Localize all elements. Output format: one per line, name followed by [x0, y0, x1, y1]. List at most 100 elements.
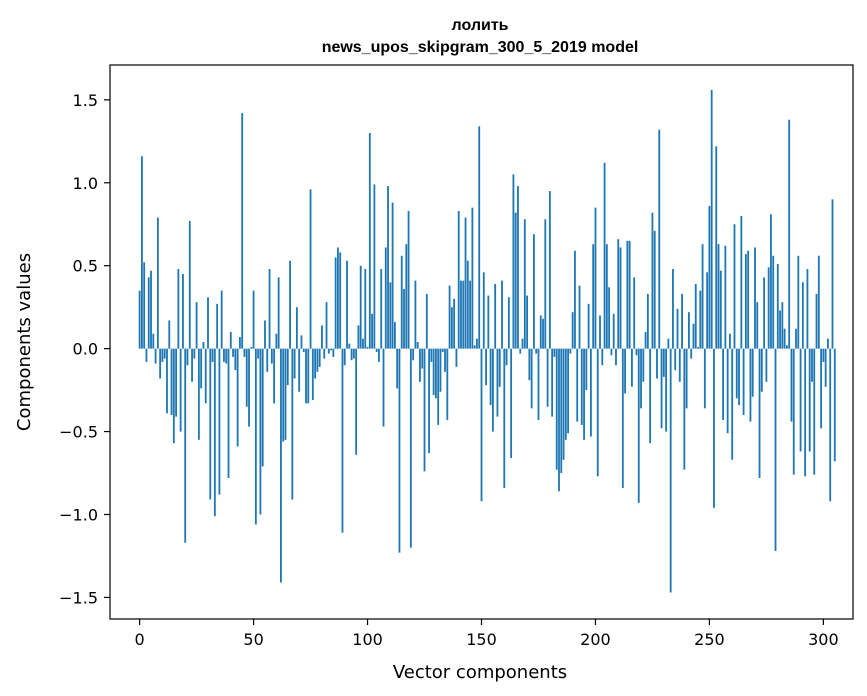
bar-173 [533, 234, 535, 349]
bar-139 [455, 348, 458, 367]
bar-268 [749, 348, 752, 422]
bar-198 [589, 348, 592, 437]
bar-54 [261, 348, 264, 467]
x-axis-label: Vector components [393, 662, 567, 683]
bar-25 [195, 302, 198, 349]
bar-240 [685, 348, 688, 409]
y-tick-label: −0.5 [59, 423, 98, 442]
bar-243 [692, 323, 695, 349]
bar-93 [350, 348, 353, 361]
bar-218 [635, 348, 638, 356]
bar-121 [414, 280, 417, 349]
bar-116 [403, 288, 405, 349]
bar-183 [555, 348, 558, 470]
bar-89 [341, 348, 344, 533]
bar-158 [498, 348, 501, 387]
bar-236 [676, 308, 679, 349]
bar-201 [596, 348, 599, 477]
bar-10 [161, 348, 164, 362]
bar-227 [656, 348, 658, 379]
bar-16 [175, 348, 177, 417]
bar-305 [833, 348, 836, 462]
bar-27 [200, 348, 203, 389]
bar-187 [564, 348, 567, 440]
bar-284 [785, 345, 788, 349]
bar-42 [234, 348, 237, 371]
bar-64 [284, 348, 287, 440]
bar-250 [708, 205, 711, 349]
bar-38 [225, 348, 228, 364]
bar-68 [293, 348, 296, 379]
bar-36 [220, 290, 223, 349]
bar-127 [428, 348, 430, 454]
bar-79 [318, 348, 321, 367]
x-tick-label: 200 [580, 630, 611, 649]
y-tick-label: 0.5 [73, 257, 98, 276]
bar-84 [330, 348, 332, 351]
bar-126 [425, 293, 428, 349]
bar-279 [774, 348, 777, 551]
bar-215 [628, 240, 631, 349]
bar-180 [548, 191, 551, 349]
bar-237 [678, 348, 681, 382]
bar-110 [389, 282, 392, 349]
bar-263 [738, 348, 740, 406]
y-tick-label: 1.5 [73, 91, 98, 110]
bar-163 [510, 348, 513, 459]
bar-69 [295, 307, 298, 349]
bar-92 [348, 343, 351, 349]
bar-232 [667, 338, 670, 349]
bar-265 [742, 348, 745, 415]
bar-200 [594, 207, 597, 349]
bar-22 [188, 220, 191, 349]
bar-213 [624, 348, 626, 394]
bar-184 [558, 348, 560, 492]
bar-78 [316, 348, 319, 372]
bar-21 [186, 348, 189, 366]
plot-frame [109, 64, 854, 620]
bar-300 [822, 348, 825, 362]
bar-167 [519, 348, 522, 354]
bar-264 [740, 215, 743, 349]
bar-149 [478, 126, 481, 349]
bar-85 [332, 348, 335, 357]
bar-120 [412, 348, 415, 361]
bar-238 [681, 293, 683, 349]
bar-103 [373, 184, 376, 349]
bar-304 [831, 199, 834, 349]
bar-147 [473, 345, 476, 349]
chart-title: лолить [452, 17, 509, 34]
bar-2 [143, 262, 146, 349]
bar-170 [526, 295, 528, 349]
bar-155 [491, 348, 494, 432]
bar-202 [599, 315, 601, 349]
bar-206 [608, 287, 611, 349]
bar-242 [690, 348, 693, 359]
y-tick-label: −1.5 [59, 588, 98, 607]
bar-192 [576, 348, 579, 422]
bar-258 [726, 348, 729, 434]
bar-96 [357, 325, 360, 349]
bar-285 [788, 119, 791, 349]
bar-72 [302, 348, 305, 352]
bar-14 [170, 348, 173, 415]
bar-51 [254, 348, 257, 525]
bar-247 [701, 244, 704, 349]
bar-35 [218, 348, 221, 495]
bar-61 [277, 277, 280, 349]
bar-134 [444, 348, 446, 372]
bar-1 [141, 156, 143, 349]
bar-109 [387, 186, 389, 349]
bar-44 [239, 337, 241, 349]
bar-39 [227, 348, 230, 479]
bar-73 [305, 348, 307, 404]
bar-277 [770, 214, 772, 349]
bar-130 [435, 348, 437, 399]
bar-112 [393, 322, 396, 349]
bar-13 [168, 320, 171, 349]
bar-87 [337, 247, 339, 349]
bar-135 [446, 348, 449, 420]
bar-288 [795, 328, 797, 349]
bar-86 [334, 257, 337, 349]
